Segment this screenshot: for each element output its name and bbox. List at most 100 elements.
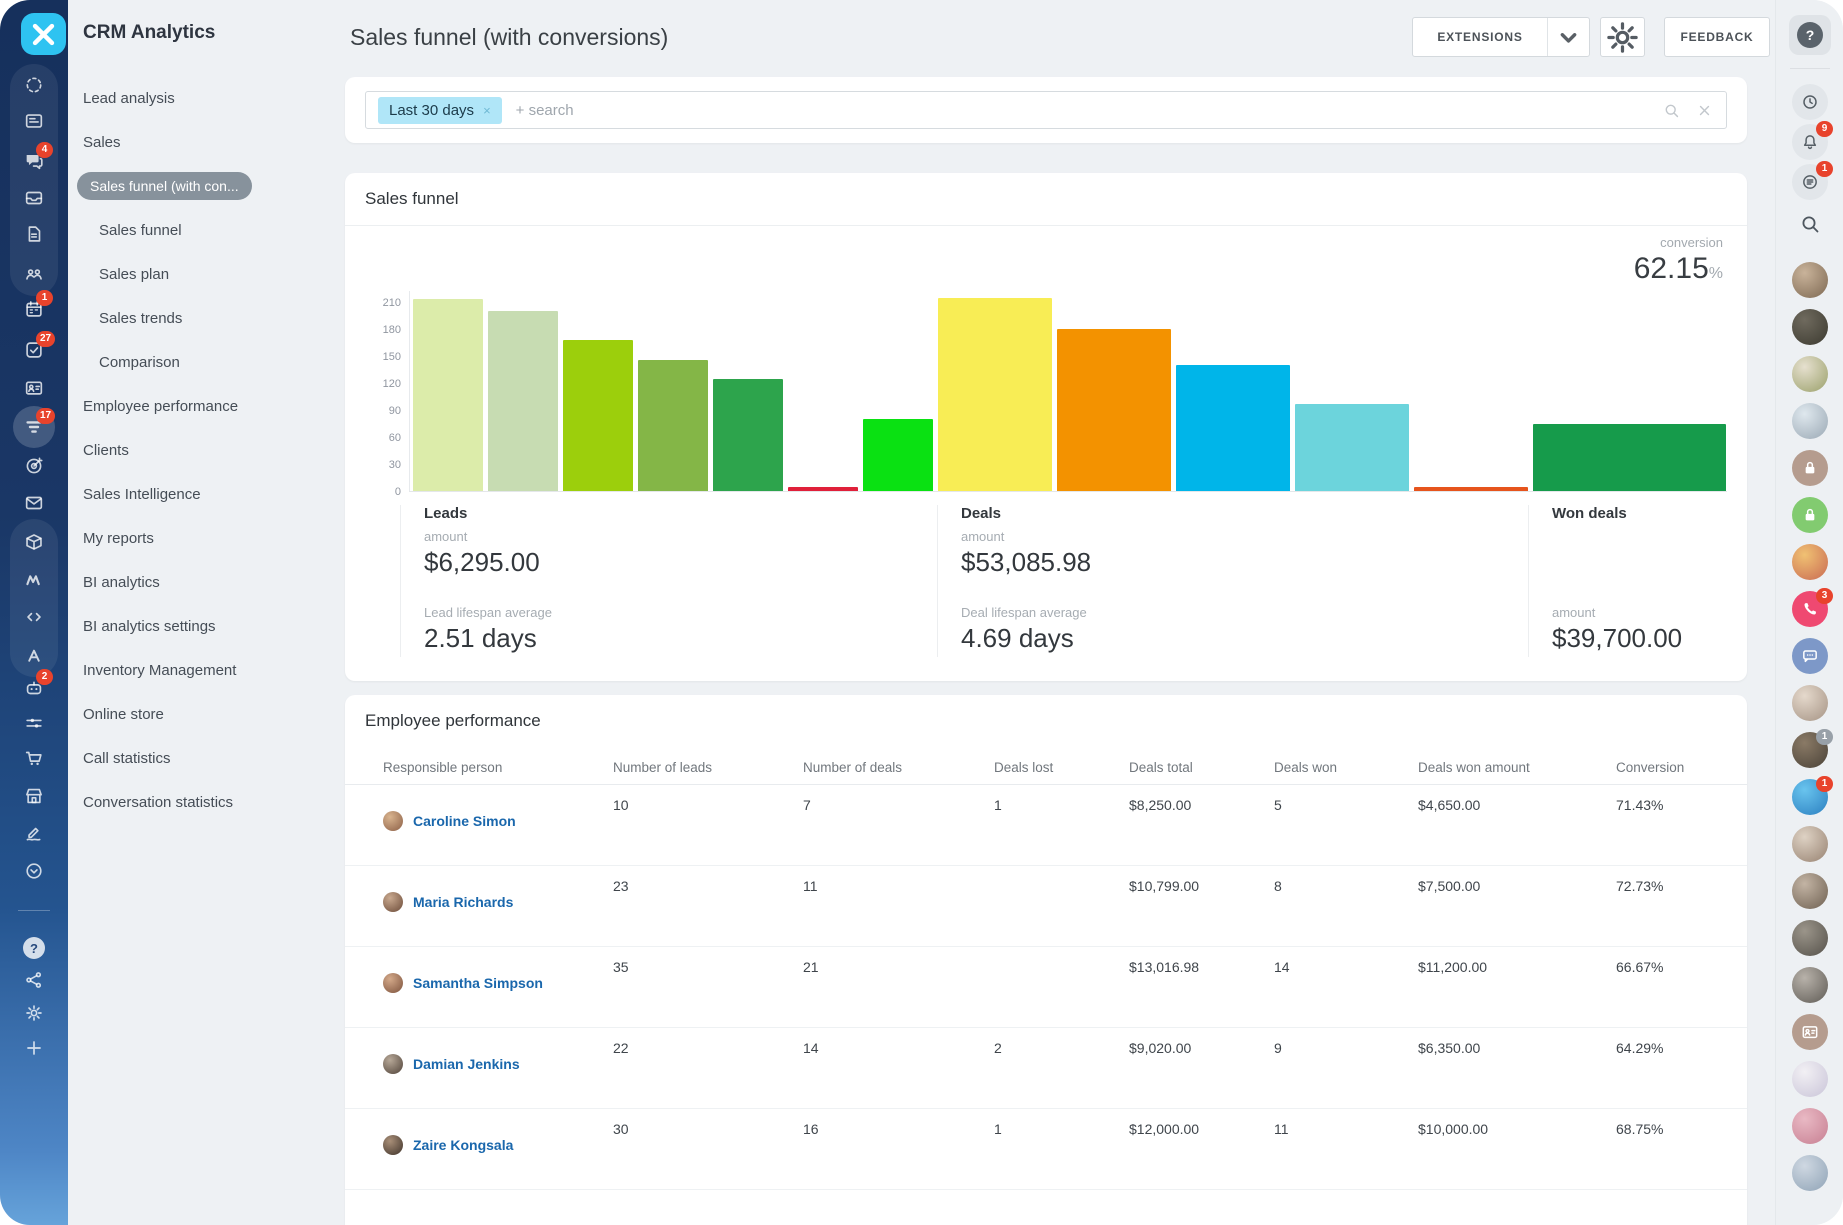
user-avatar[interactable]: [1792, 1061, 1828, 1097]
table-cell: 23: [613, 878, 629, 894]
check-circle-icon[interactable]: [23, 860, 45, 882]
table-cell: 68.75%: [1616, 1121, 1664, 1137]
filter-search-box[interactable]: Last 30 days ×: [365, 91, 1727, 129]
sidebar-item-lead-analysis[interactable]: Lead analysis: [83, 89, 175, 107]
helpdesk-button[interactable]: ?: [1789, 15, 1831, 55]
table-row[interactable]: Maria Richards 23 11 $10,799.00 8 $7,500.00 72…: [345, 866, 1747, 947]
id-card-chat-icon[interactable]: [1792, 1014, 1828, 1050]
feedback-button[interactable]: FEEDBACK: [1664, 17, 1770, 57]
stat-metric-label: amount: [1552, 605, 1596, 620]
left-icon-rail: 4 1 27 17 2?: [0, 0, 68, 1225]
m-logo-icon[interactable]: [23, 569, 45, 591]
person-name-link[interactable]: Samantha Simpson: [413, 974, 543, 991]
contact-card-icon[interactable]: [23, 377, 45, 399]
filter-chip-last-30-days[interactable]: Last 30 days ×: [378, 96, 502, 124]
user-avatar[interactable]: [1792, 826, 1828, 862]
gear-icon[interactable]: [23, 1002, 45, 1024]
sidebar-item-inventory-management[interactable]: Inventory Management: [83, 661, 237, 679]
lock-chat-icon[interactable]: [1792, 497, 1828, 533]
person-name-link[interactable]: Maria Richards: [413, 893, 514, 910]
settings-button[interactable]: [1600, 17, 1645, 57]
user-avatar[interactable]: [1792, 544, 1828, 580]
person-name-link[interactable]: Zaire Kongsala: [413, 1136, 514, 1153]
sidebar-item-comparison[interactable]: Comparison: [99, 353, 180, 371]
user-avatar[interactable]: [1792, 262, 1828, 298]
lock-chat-icon[interactable]: [1792, 450, 1828, 486]
share-icon[interactable]: [23, 969, 45, 991]
sidebar-item-clients[interactable]: Clients: [83, 441, 129, 459]
signature-icon[interactable]: [23, 822, 45, 844]
search-input[interactable]: [515, 101, 1648, 119]
phone-chat-icon[interactable]: 3: [1792, 588, 1833, 627]
planner-icon[interactable]: 1: [1792, 161, 1833, 200]
user-avatar[interactable]: [1792, 403, 1828, 439]
chip-close-icon[interactable]: ×: [483, 102, 491, 118]
sliders-icon[interactable]: [23, 712, 45, 734]
user-avatar[interactable]: 1: [1792, 776, 1833, 815]
table-cell: 14: [803, 1040, 819, 1056]
person-name-link[interactable]: Caroline Simon: [413, 812, 516, 829]
user-avatar[interactable]: [1792, 685, 1828, 721]
sidebar-item-sales-funnel-with-con[interactable]: Sales funnel (with con...: [68, 164, 305, 208]
help-icon[interactable]: ?: [23, 937, 45, 959]
robot-icon[interactable]: [23, 677, 45, 699]
sidebar-item-sales-funnel[interactable]: Sales funnel: [99, 221, 182, 239]
sidebar-item-call-statistics[interactable]: Call statistics: [83, 749, 171, 767]
table-row[interactable]: Damian Jenkins 22 14 2 $9,020.00 9 $6,350.00 64…: [345, 1028, 1747, 1109]
sidebar-item-bi-analytics-settings[interactable]: BI analytics settings: [83, 617, 216, 635]
product-box-icon[interactable]: [23, 531, 45, 553]
user-avatar[interactable]: [1792, 309, 1828, 345]
user-avatar[interactable]: [1792, 873, 1828, 909]
table-cell: $7,500.00: [1418, 878, 1481, 894]
people-icon[interactable]: [23, 263, 45, 285]
search-icon[interactable]: [1662, 101, 1681, 120]
target-icon[interactable]: [23, 455, 45, 477]
conversion-block: conversion 62.15%: [1634, 235, 1723, 286]
messenger-spinner-icon[interactable]: [23, 74, 45, 96]
sidebar-item-sales-trends[interactable]: Sales trends: [99, 309, 183, 327]
sidebar-item-conversation-statistics[interactable]: Conversation statistics: [83, 793, 234, 811]
user-avatar[interactable]: [1792, 1108, 1828, 1144]
table-row[interactable]: Caroline Simon 10 7 1 $8,250.00 5 $4,650.00 71.…: [345, 785, 1747, 866]
chat-dots-chat-icon[interactable]: [1792, 638, 1828, 674]
cart-icon[interactable]: [23, 747, 45, 769]
document-icon[interactable]: [23, 223, 45, 245]
table-row[interactable]: Zaire Kongsala 30 16 1 $12,000.00 11 $10,000.0…: [345, 1109, 1747, 1190]
sidebar-item-my-reports[interactable]: My reports: [83, 529, 154, 547]
extensions-button[interactable]: EXTENSIONS: [1412, 17, 1590, 57]
clear-filter-icon[interactable]: [1695, 101, 1714, 120]
plus-icon[interactable]: [23, 1037, 45, 1059]
chat-icon[interactable]: [23, 150, 45, 172]
table-cell: 14: [1274, 959, 1290, 975]
bell-icon[interactable]: 9: [1792, 121, 1833, 160]
close-slider-button[interactable]: [21, 13, 66, 55]
history-icon[interactable]: [1792, 84, 1828, 120]
sidebar-item-bi-analytics[interactable]: BI analytics: [83, 573, 160, 591]
feed-icon[interactable]: [23, 110, 45, 132]
code-icon[interactable]: [23, 606, 45, 628]
inbox-icon[interactable]: [23, 187, 45, 209]
sidebar-item-sales-plan[interactable]: Sales plan: [99, 265, 170, 283]
letter-a-icon[interactable]: [23, 645, 45, 667]
table-row[interactable]: Samantha Simpson 35 21 $13,016.98 14 $11,200.…: [345, 947, 1747, 1028]
sidebar-item-sales[interactable]: Sales: [83, 133, 121, 151]
user-avatar[interactable]: [1792, 356, 1828, 392]
notification-badge: 1: [1816, 161, 1833, 177]
stat-title: Leads: [424, 505, 468, 522]
chevron-down-icon[interactable]: [1547, 18, 1589, 56]
funnel-bar-leads-1: [488, 311, 558, 491]
sidebar-item-employee-performance[interactable]: Employee performance: [83, 397, 239, 415]
user-avatar[interactable]: [1792, 1155, 1828, 1191]
search-icon[interactable]: [1796, 210, 1824, 238]
sidebar-item-sales-intelligence[interactable]: Sales Intelligence: [83, 485, 201, 503]
user-avatar[interactable]: [1792, 920, 1828, 956]
store-icon[interactable]: [23, 785, 45, 807]
user-avatar[interactable]: [1792, 967, 1828, 1003]
tasks-icon[interactable]: [23, 339, 45, 361]
person-name-link[interactable]: Damian Jenkins: [413, 1055, 520, 1072]
avatar: [383, 891, 403, 912]
user-avatar[interactable]: 1: [1792, 729, 1833, 768]
sidebar-item-online-store[interactable]: Online store: [83, 705, 164, 723]
extensions-label: EXTENSIONS: [1437, 30, 1523, 44]
mail-icon[interactable]: [23, 492, 45, 514]
